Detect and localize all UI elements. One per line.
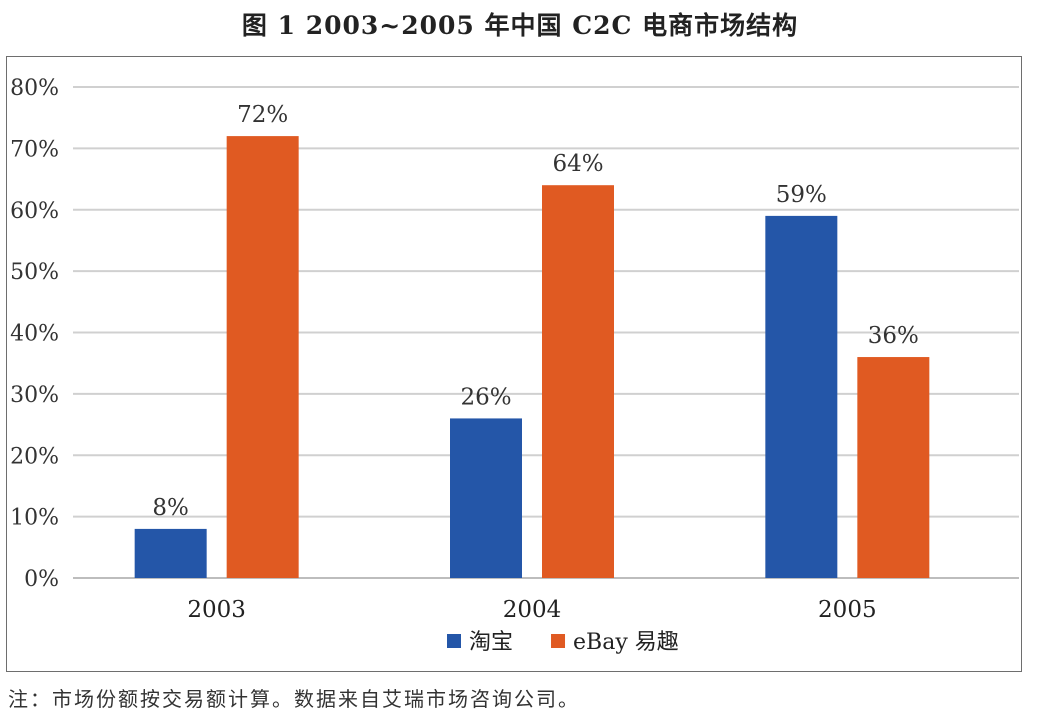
y-tick-label: 70% bbox=[10, 137, 59, 162]
x-axis-categories: 2003 2004 2005 bbox=[187, 597, 876, 623]
chart-frame: 0% 10% 20% 30% 40% 50% 60% 70% 80% 8% 72% 26% 64% 59… bbox=[6, 56, 1022, 672]
bar-ebay-2004 bbox=[542, 185, 614, 578]
y-tick-label: 50% bbox=[10, 260, 59, 285]
bar-ebay-2003 bbox=[226, 136, 299, 578]
bar-ebay-2005 bbox=[857, 357, 930, 578]
y-tick-label: 40% bbox=[10, 322, 59, 347]
x-category-label: 2004 bbox=[503, 597, 562, 623]
y-tick-label: 0% bbox=[24, 567, 59, 592]
legend-label: 淘宝 bbox=[469, 630, 513, 655]
x-category-label: 2005 bbox=[818, 597, 877, 623]
data-labels: 8% 72% 26% 64% 59% 36% bbox=[152, 102, 918, 521]
bar-taobao-2003 bbox=[134, 528, 207, 578]
data-label: 8% bbox=[152, 495, 189, 521]
data-label: 64% bbox=[552, 151, 603, 177]
bar-taobao-2005 bbox=[765, 215, 838, 578]
legend-label: eBay 易趣 bbox=[573, 630, 679, 655]
y-tick-label: 20% bbox=[10, 444, 59, 469]
x-category-label: 2003 bbox=[187, 597, 246, 623]
legend: 淘宝 eBay 易趣 bbox=[447, 630, 679, 655]
bars bbox=[134, 136, 930, 578]
data-label: 36% bbox=[868, 323, 919, 349]
data-label: 59% bbox=[776, 182, 827, 208]
legend-swatch bbox=[551, 634, 566, 648]
footnote: 注：市场份额按交易额计算。数据来自艾瑞市场咨询公司。 bbox=[8, 687, 580, 711]
bar-taobao-2004 bbox=[450, 418, 522, 578]
y-tick-label: 30% bbox=[10, 383, 59, 408]
y-tick-label: 10% bbox=[10, 506, 59, 531]
y-axis-ticks: 0% 10% 20% 30% 40% 50% 60% 70% 80% bbox=[10, 76, 59, 592]
y-tick-label: 80% bbox=[10, 76, 59, 101]
data-label: 26% bbox=[460, 384, 511, 410]
y-tick-label: 60% bbox=[10, 199, 59, 224]
bar-chart: 0% 10% 20% 30% 40% 50% 60% 70% 80% 8% 72% 26% 64% 59… bbox=[10, 76, 1019, 655]
legend-swatch bbox=[447, 634, 461, 648]
figure-title: 图 1 2003~2005 年中国 C2C 电商市场结构 bbox=[241, 11, 799, 40]
data-label: 72% bbox=[237, 102, 288, 128]
